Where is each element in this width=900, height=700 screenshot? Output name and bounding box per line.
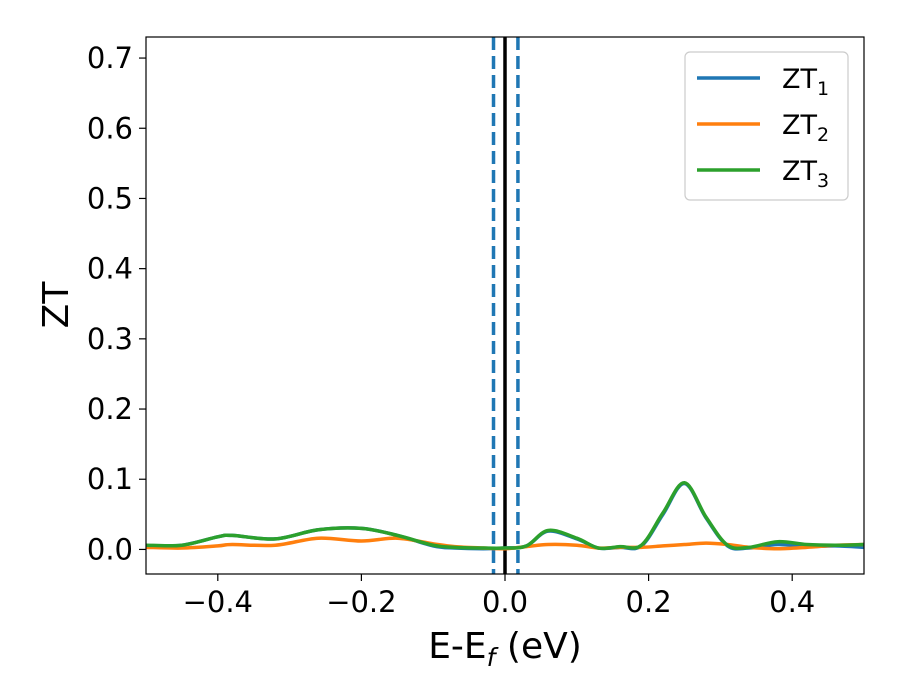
x-axis-label: E-Ef (eV)	[428, 626, 582, 672]
y-tick-label: 0.5	[87, 181, 133, 215]
y-tick-label: 0.2	[87, 392, 133, 426]
y-axis-ticks: 0.0 0.1 0.2 0.3 0.4 0.5 0.6 0.7	[87, 41, 146, 566]
legend-label-1: ZT1	[782, 64, 829, 100]
y-tick-label: 0.4	[87, 252, 133, 286]
legend-label-2: ZT2	[782, 110, 829, 146]
y-axis-label: ZT	[36, 281, 77, 329]
y-tick-label: 0.6	[87, 111, 133, 145]
x-tick-label: 0.4	[769, 585, 815, 619]
y-tick-label: 0.1	[87, 462, 133, 496]
x-tick-label: −0.2	[326, 585, 396, 619]
x-tick-label: 0.0	[482, 585, 528, 619]
reference-lines	[491, 37, 520, 574]
legend-label-3: ZT3	[782, 156, 829, 192]
x-axis-ticks: −0.4 −0.2 0.0 0.2 0.4	[183, 574, 815, 619]
series-lines	[145, 481, 865, 551]
x-tick-label: 0.2	[626, 585, 672, 619]
series-line-3	[145, 481, 865, 551]
y-tick-label: 0.7	[87, 41, 133, 75]
x-tick-label: −0.4	[183, 585, 253, 619]
y-tick-label: 0.3	[87, 322, 133, 356]
y-tick-label: 0.0	[87, 532, 133, 566]
legend-frame	[684, 51, 849, 201]
legend: ZT1 ZT2 ZT3	[684, 51, 849, 201]
